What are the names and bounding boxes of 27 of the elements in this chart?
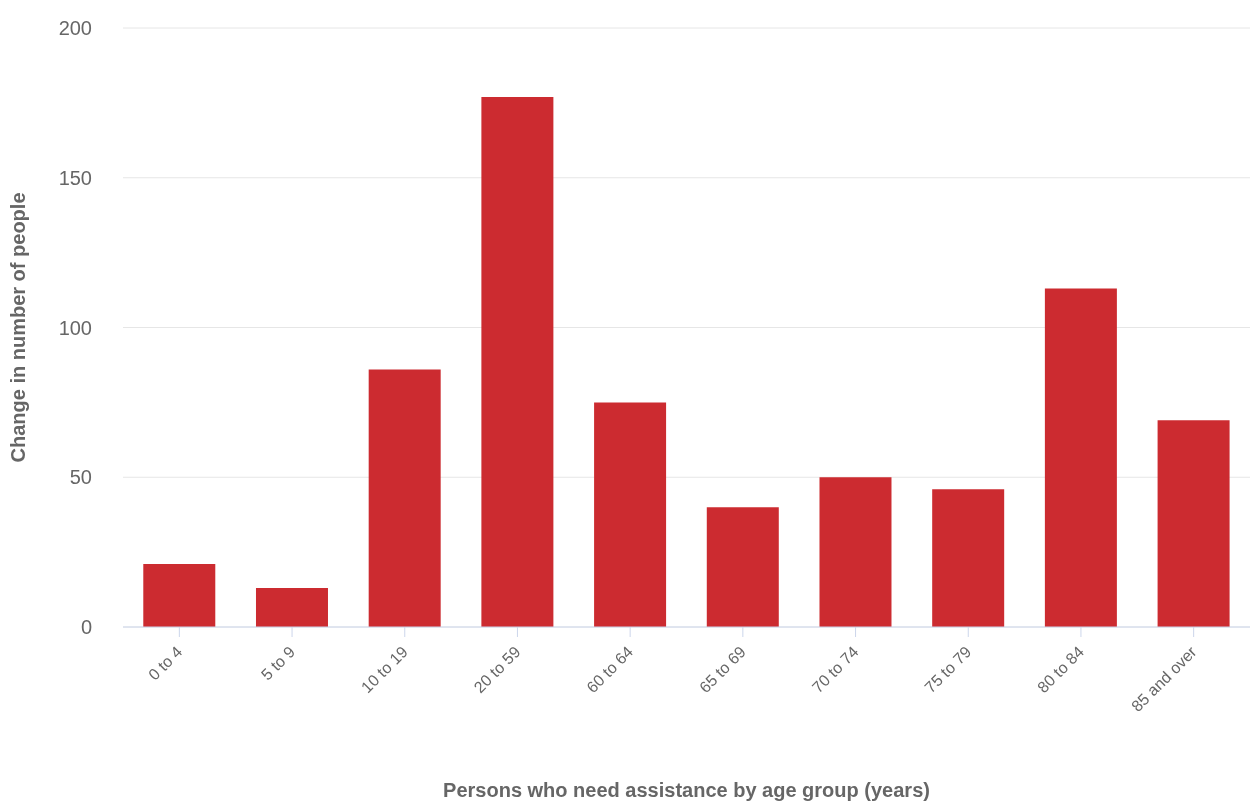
y-tick-label: 200: [58, 17, 92, 40]
y-axis-title: Change in number of people: [7, 192, 30, 463]
y-tick-label: 150: [58, 166, 92, 189]
bar: [819, 477, 892, 627]
y-tick-label: 100: [58, 316, 92, 339]
x-tick-label: 70 to 74: [808, 643, 862, 697]
x-tick-label: 5 to 9: [257, 643, 299, 684]
bar: [481, 96, 554, 627]
bar: [143, 564, 216, 627]
bar: [932, 489, 1005, 627]
x-tick-label: 60 to 64: [583, 643, 637, 697]
bar: [255, 588, 328, 627]
y-tick-label: 50: [69, 466, 92, 489]
x-axis-title: Persons who need assistance by age group (years): [443, 779, 930, 801]
bar: [368, 369, 441, 627]
bar: [1044, 288, 1117, 627]
bar: [1157, 420, 1230, 627]
y-tick-label: 0: [80, 616, 92, 639]
x-tick-label: 85 and over: [1127, 642, 1201, 715]
x-tick-label: 75 to 79: [921, 643, 975, 697]
bar: [706, 507, 779, 627]
x-tick-label: 10 to 19: [357, 643, 411, 697]
x-tick-label: 65 to 69: [696, 643, 750, 697]
x-tick-label: 0 to 4: [145, 643, 186, 684]
x-tick-label: 80 to 84: [1034, 643, 1088, 697]
bar: [594, 402, 667, 627]
x-tick-label: 20 to 59: [470, 643, 524, 697]
